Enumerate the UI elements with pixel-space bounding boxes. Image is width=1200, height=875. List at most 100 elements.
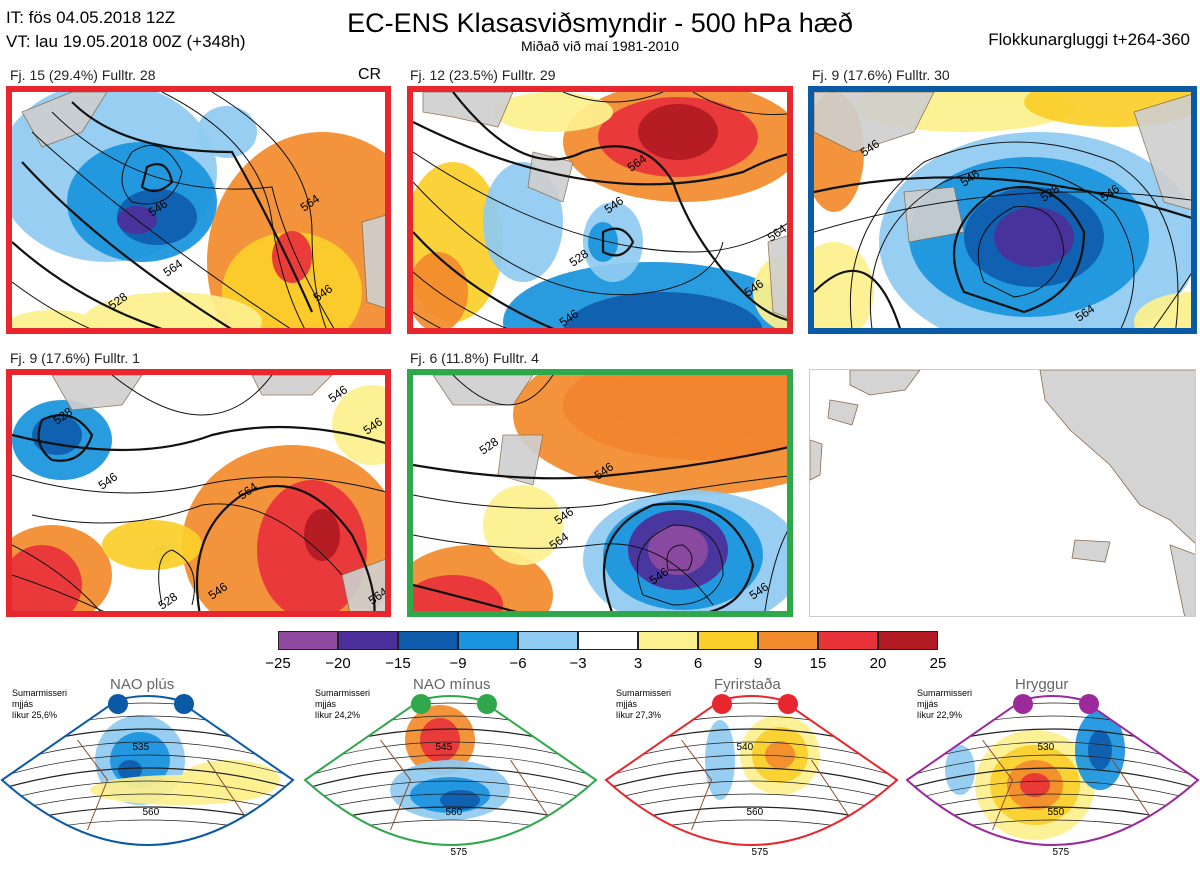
colorbar-tick-label: −20	[325, 655, 351, 672]
anomaly-area	[814, 242, 874, 328]
height-contour	[305, 767, 596, 793]
regime-title: NAO mínus	[413, 676, 491, 693]
height-contour	[413, 583, 517, 611]
colorbar-tick-label: 9	[753, 655, 763, 672]
cluster-label-4: Fj. 9 (17.6%) Fulltr. 1	[10, 350, 140, 366]
regime-note-line: líkur 24,2%	[315, 710, 361, 720]
height-contour	[814, 176, 1191, 219]
height-contour	[413, 231, 555, 328]
colorbar-cell	[818, 631, 878, 650]
regime-map-frame	[905, 695, 1200, 846]
colorbar-tick-label: −6	[509, 655, 527, 672]
height-contour	[602, 502, 755, 611]
colorbar-tick-label: 25	[929, 655, 947, 672]
anomaly-shading	[413, 92, 787, 328]
height-contour	[51, 111, 335, 328]
height-contour	[452, 92, 787, 321]
height-contour	[666, 544, 693, 571]
cluster-map-3: 546 546 528 546 564	[808, 86, 1197, 334]
height-contour	[305, 754, 596, 781]
anomaly-area	[1088, 730, 1112, 770]
colorbar-tick-label: −9	[449, 655, 467, 672]
height-contour	[692, 92, 787, 115]
cluster-map-1: 528 546 546 564 564 56	[6, 86, 391, 334]
cluster-label-2: Fj. 12 (23.5%) Fulltr. 29	[410, 67, 556, 83]
regime-map: 545 560 575	[303, 670, 598, 870]
contour-label: 550	[1048, 807, 1065, 818]
cr-marker: CR	[358, 66, 382, 83]
forecast-times: IT: fös 04.05.2018 12Z VT: lau 19.05.201…	[6, 6, 246, 54]
height-contour	[12, 425, 385, 452]
height-contour	[12, 241, 163, 328]
anomaly-area	[102, 520, 202, 570]
contour-label: 546	[96, 469, 121, 492]
valid-time: VT: lau 19.05.2018 00Z (+348h)	[6, 32, 246, 51]
height-contour	[2, 780, 293, 805]
regime-title: NAO plús	[110, 676, 175, 693]
landmass	[903, 186, 965, 243]
colorbar-cell	[338, 631, 398, 650]
height-contour	[764, 531, 787, 611]
contour-label: 575	[1053, 847, 1070, 858]
colorbar-tick-label: 15	[809, 655, 827, 672]
height-contour	[305, 780, 596, 805]
height-contour	[1153, 272, 1191, 328]
regime-marker-dot	[1013, 694, 1033, 714]
anomaly-area	[1015, 849, 1045, 861]
landmass	[361, 215, 385, 309]
anomaly-area	[332, 385, 385, 465]
contour-label: 540	[737, 742, 754, 753]
anomaly-area	[483, 485, 563, 565]
anomaly-area	[32, 415, 82, 455]
regime-note-line: Sumarmisseri	[12, 688, 68, 698]
height-contour	[907, 780, 1198, 805]
landmass	[51, 375, 143, 411]
height-contours	[413, 375, 787, 611]
regime-map-svg: 545 560 575	[303, 695, 598, 858]
initial-time: IT: fös 04.05.2018 12Z	[6, 8, 176, 27]
contour-label: 575	[451, 847, 468, 858]
landmass	[497, 434, 544, 486]
landmass	[251, 375, 333, 396]
colorbar-tick-label: 3	[633, 655, 643, 672]
regime-marker-dot	[477, 694, 497, 714]
height-contour	[952, 185, 1086, 314]
height-contour	[12, 281, 90, 328]
classification-window: Flokkunargluggi t+264-360	[988, 30, 1190, 49]
contour-label: 560	[747, 807, 764, 818]
colorbar-cell	[878, 631, 938, 650]
land-areas	[432, 375, 544, 486]
anomaly-area	[440, 790, 480, 810]
height-contour	[413, 311, 442, 328]
height-contour	[606, 767, 897, 793]
height-contour	[814, 269, 901, 328]
anomaly-area	[304, 509, 340, 561]
regime-note: Sumarmisseri mjjás líkur 22,9%	[917, 688, 972, 721]
height-contour	[111, 375, 273, 416]
colorbar-tick-label: −25	[265, 655, 291, 672]
colorbar-cell	[398, 631, 458, 650]
height-contour	[907, 767, 1198, 793]
coastline	[681, 739, 852, 831]
contour-label: 564	[161, 256, 186, 279]
anomaly-area	[765, 741, 795, 769]
height-contour	[413, 181, 724, 296]
height-contour	[2, 767, 293, 793]
regime-marker-dot	[174, 694, 194, 714]
anomaly-area	[513, 375, 787, 495]
height-contour	[21, 161, 232, 328]
regime-marker-dot	[778, 694, 798, 714]
contour-label: 528	[477, 434, 502, 457]
regime-note-line: Sumarmisseri	[315, 688, 371, 698]
cluster-label-1: Fj. 15 (29.4%) Fulltr. 28	[10, 67, 156, 83]
colorbar-cell	[458, 631, 518, 650]
height-contour	[849, 141, 1179, 328]
height-contours	[413, 92, 787, 328]
height-contour	[211, 92, 327, 328]
anomaly-shading	[12, 385, 385, 611]
anomaly-area	[493, 92, 613, 132]
regime-note: Sumarmisseri mjjás líkur 24,2%	[315, 688, 370, 721]
regime-marker-dot	[1079, 694, 1099, 714]
